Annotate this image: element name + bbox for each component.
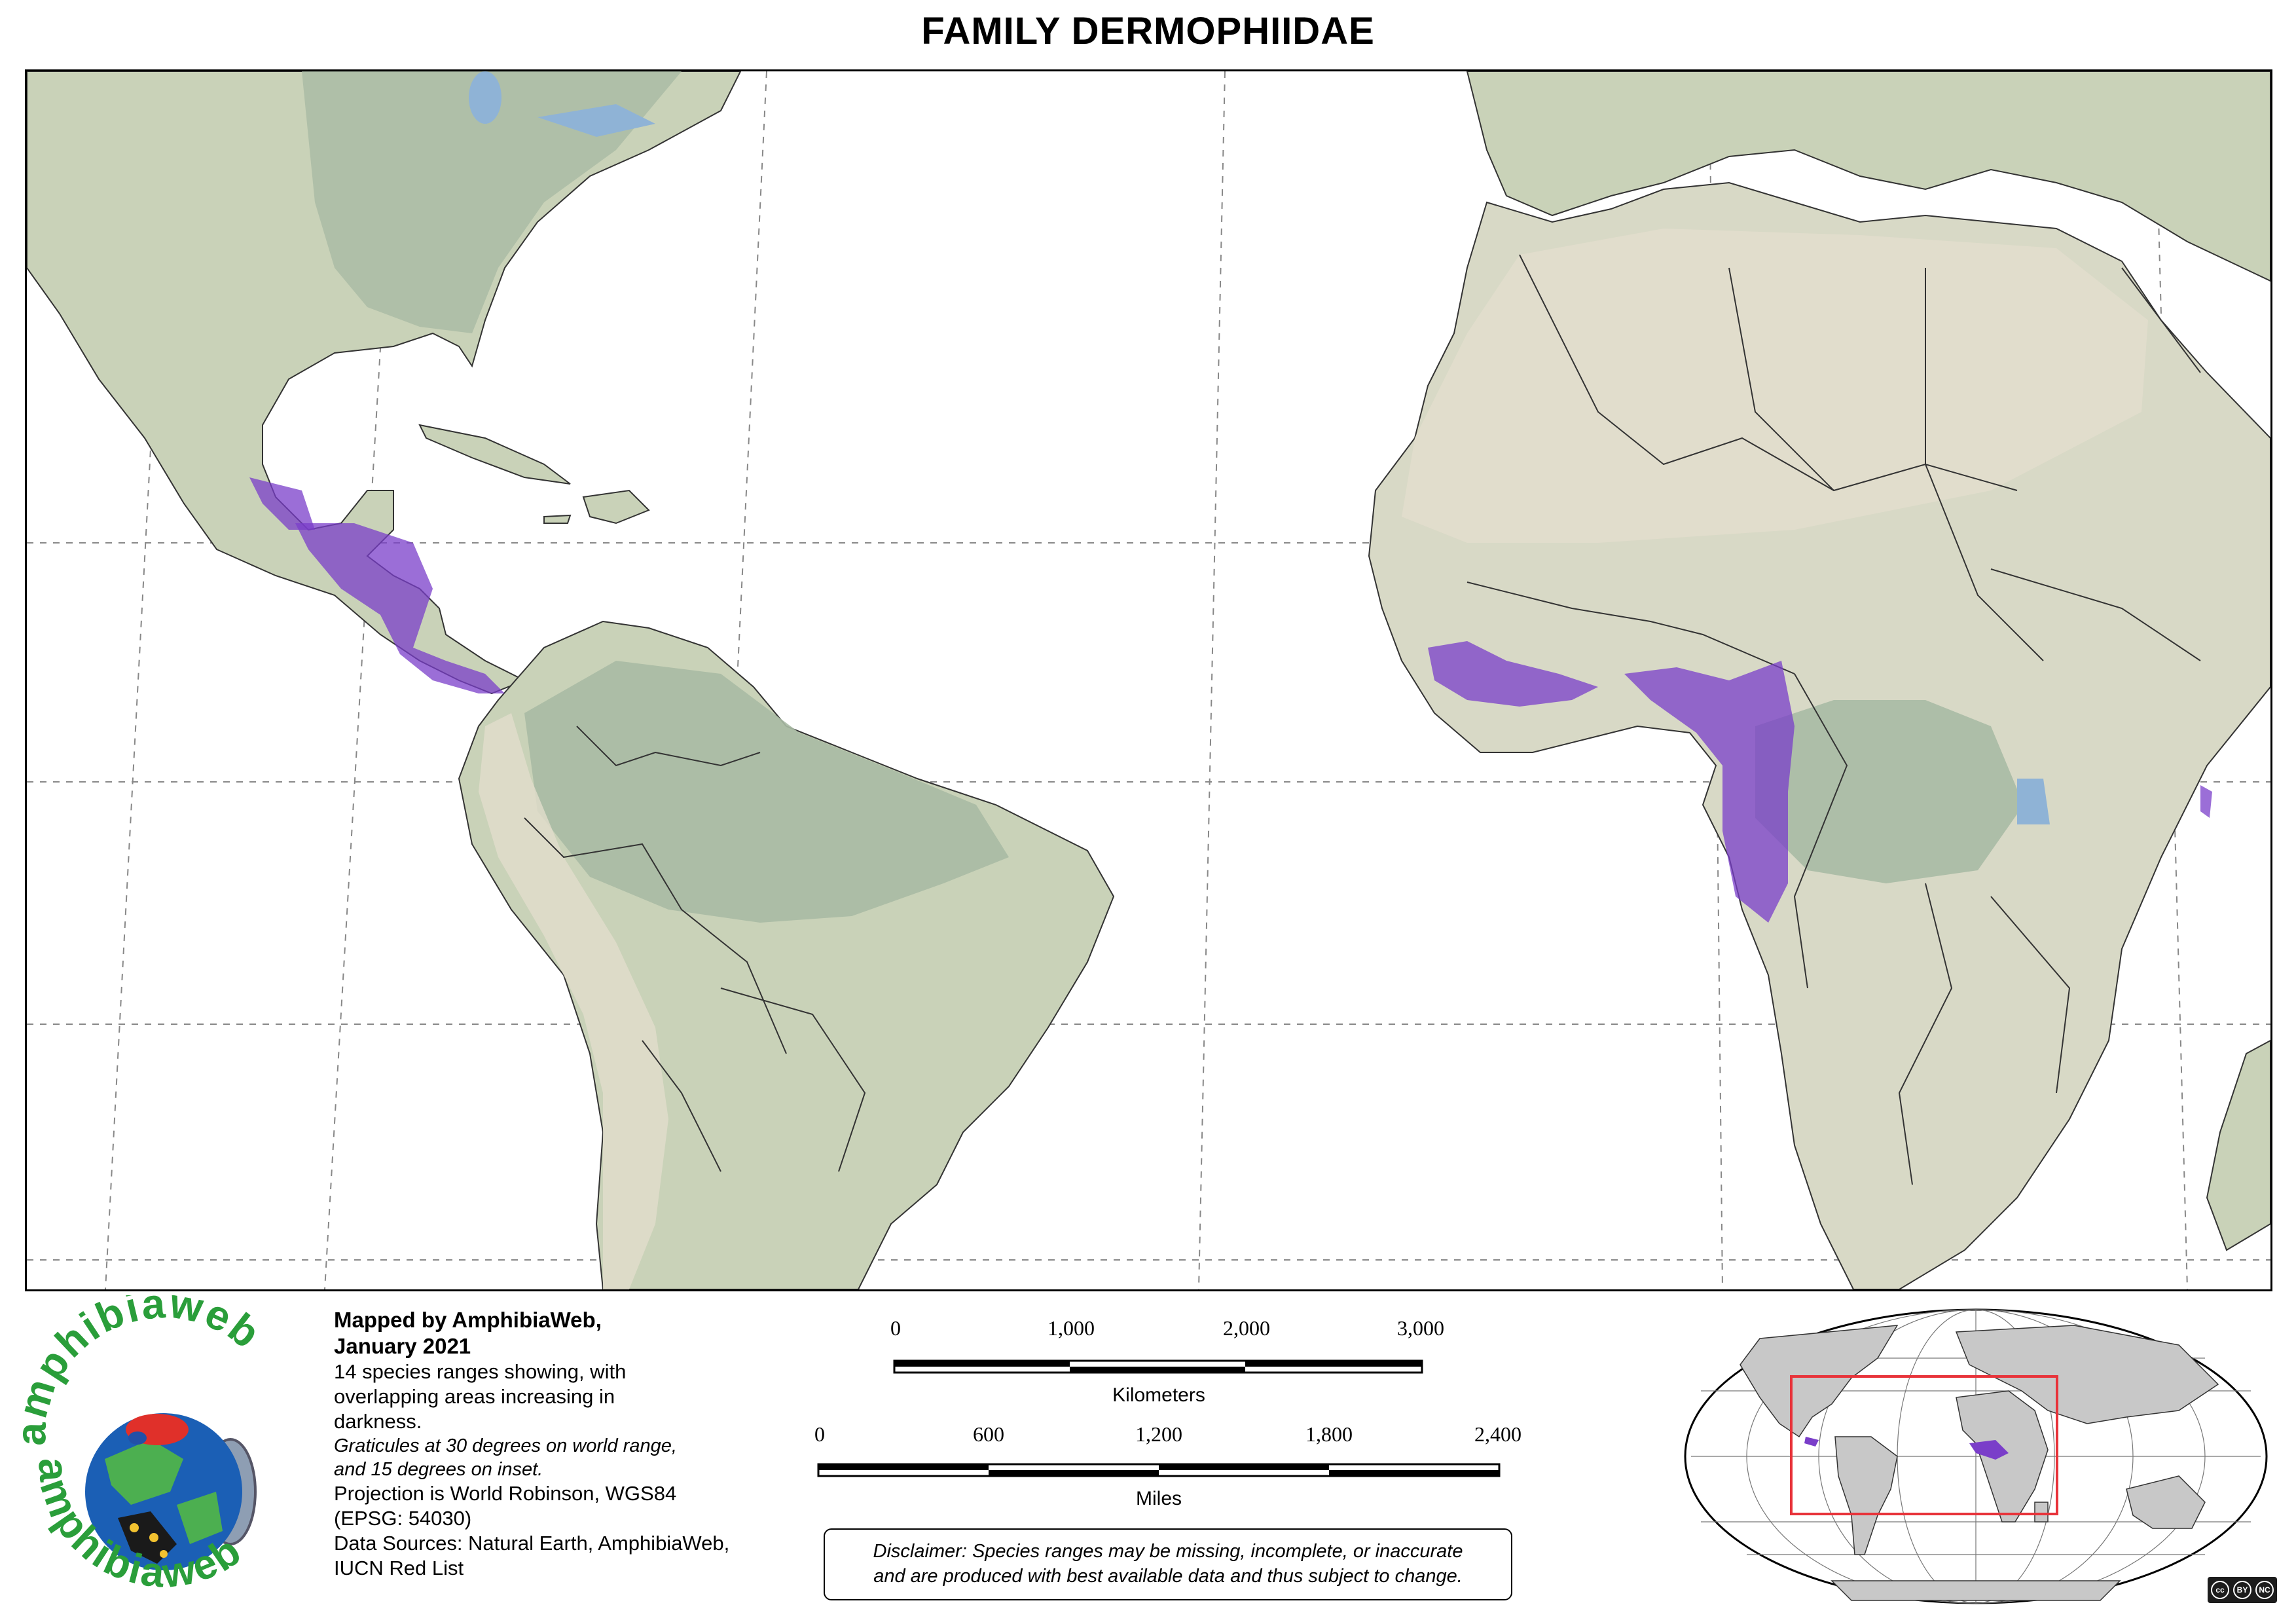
inset-world-map[interactable] <box>1681 1306 2270 1607</box>
miles-tick-label: 2,400 <box>1474 1422 1522 1446</box>
km-tick-label: 3,000 <box>1397 1316 1444 1340</box>
by-icon: BY <box>2233 1581 2251 1599</box>
license-badge: cc BY NC <box>2208 1577 2277 1603</box>
cc-icon: cc <box>2211 1581 2229 1599</box>
mapped-by: Mapped by AmphibiaWeb, <box>334 1308 602 1332</box>
projection-note: Projection is World Robinson, WGS84 <box>334 1482 677 1505</box>
madagascar <box>2206 1039 2270 1251</box>
north-america-forest <box>302 71 682 333</box>
amazon-forest <box>524 661 1009 923</box>
species-range <box>249 477 2212 923</box>
range-east-africa <box>2200 785 2212 818</box>
graticule-note: Graticules at 30 degrees on world range, <box>334 1435 677 1456</box>
north-america-landmass <box>27 71 742 695</box>
km-scale-bar <box>893 1359 1423 1374</box>
projection-note: (EPSG: 54030) <box>334 1507 472 1530</box>
nc-icon: NC <box>2255 1581 2274 1599</box>
main-map-svg <box>27 71 2270 1289</box>
range-west-africa <box>1428 641 1598 707</box>
range-central-africa <box>1624 661 1795 923</box>
miles-tick-label: 0 <box>814 1422 825 1446</box>
km-tick-label: 0 <box>890 1316 901 1340</box>
miles-tick-label: 1,800 <box>1305 1422 1353 1446</box>
sahara-desert <box>1402 229 2148 543</box>
inset-species-range <box>1804 1437 2009 1460</box>
miles-tick-label: 600 <box>973 1422 1004 1446</box>
disclaimer-line: and are produced with best available dat… <box>873 1566 1463 1587</box>
miles-scale-bar <box>817 1463 1501 1477</box>
disclaimer-line: Disclaimer: Species ranges may be missin… <box>873 1541 1463 1562</box>
map-date: January 2021 <box>334 1334 471 1358</box>
range-central-america <box>295 523 505 693</box>
graticule-note: and 15 degrees on inset. <box>334 1459 543 1480</box>
species-note: 14 species ranges showing, with <box>334 1360 627 1383</box>
km-unit-label: Kilometers <box>1112 1384 1205 1406</box>
km-tick-label: 2,000 <box>1223 1316 1270 1340</box>
range-central-america-north <box>249 477 315 530</box>
miles-unit-label: Miles <box>1135 1488 1182 1509</box>
inset-extent-box <box>1790 1375 2058 1515</box>
main-map[interactable] <box>25 69 2272 1291</box>
species-note: overlapping areas increasing in <box>334 1385 615 1408</box>
hispaniola <box>582 489 650 525</box>
andes <box>479 713 668 1289</box>
amphibiaweb-logo: amphibiaweb amphibiaweb <box>20 1295 268 1597</box>
species-note: darkness. <box>334 1410 422 1433</box>
cuba <box>418 424 571 485</box>
sources-note: IUCN Red List <box>334 1557 464 1579</box>
map-credits: Mapped by AmphibiaWeb, January 2021 14 s… <box>334 1307 805 1581</box>
km-tick-label: 1,000 <box>1048 1316 1095 1340</box>
disclaimer-box: Disclaimer: Species ranges may be missin… <box>824 1528 1512 1600</box>
map-title: FAMILY DERMOPHIIDAE <box>921 10 1375 52</box>
europe-landmass <box>1466 71 2270 282</box>
miles-tick-label: 1,200 <box>1135 1422 1182 1446</box>
sources-note: Data Sources: Natural Earth, AmphibiaWeb… <box>334 1532 730 1555</box>
congo-forest <box>1755 700 2024 883</box>
